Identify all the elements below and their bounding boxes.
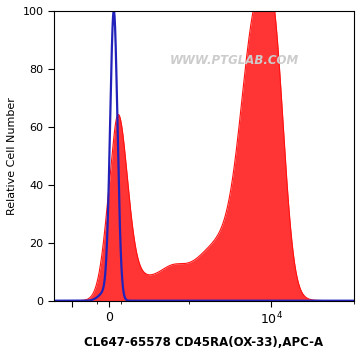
Text: WWW.PTGLAB.COM: WWW.PTGLAB.COM [169, 54, 299, 67]
X-axis label: CL647-65578 CD45RA(OX-33),APC-A: CL647-65578 CD45RA(OX-33),APC-A [84, 336, 323, 349]
Y-axis label: Relative Cell Number: Relative Cell Number [7, 97, 17, 215]
